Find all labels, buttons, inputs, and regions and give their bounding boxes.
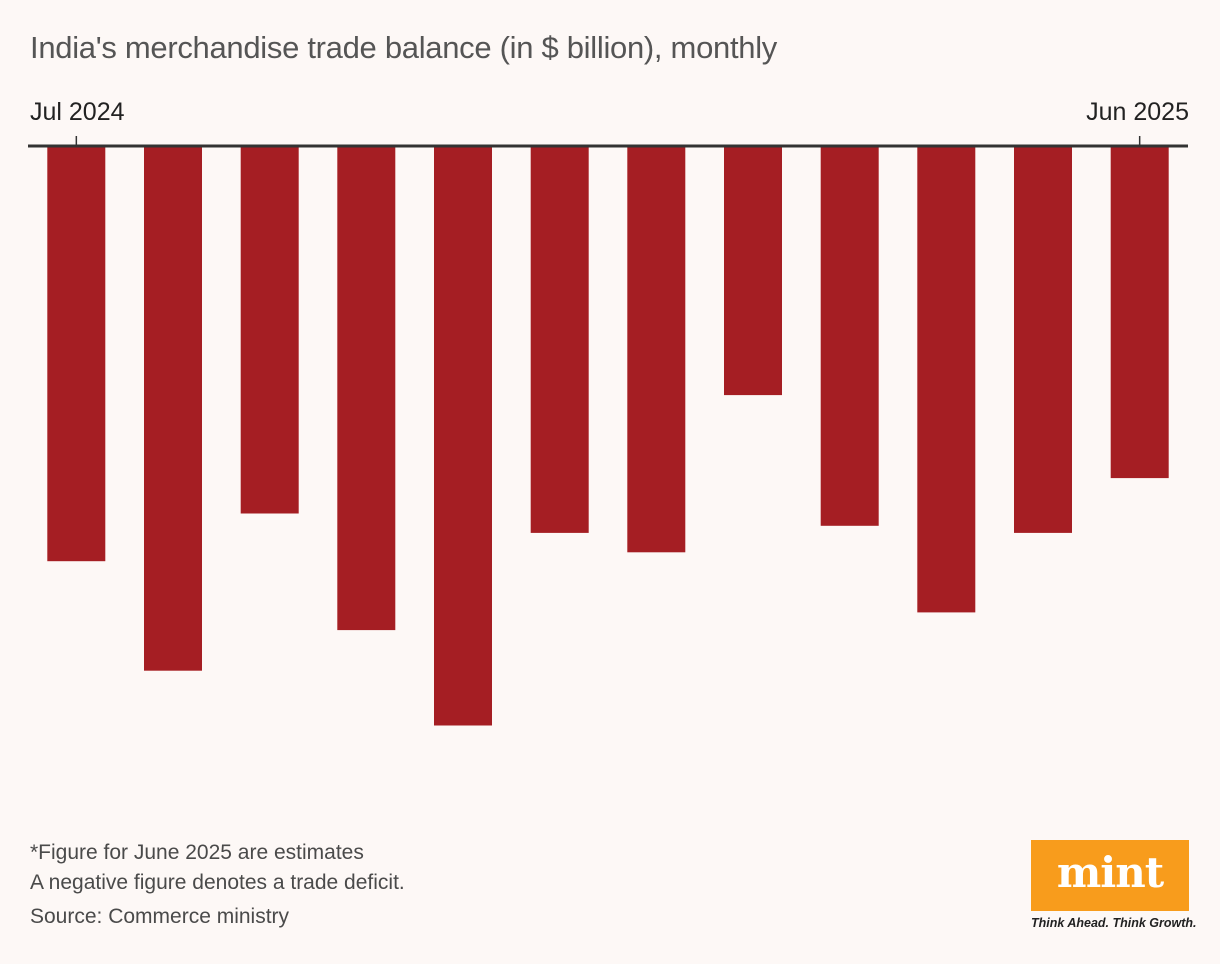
bars-group xyxy=(47,146,1169,726)
bar-jan-2025 xyxy=(627,146,686,553)
source-note: Source: Commerce ministry xyxy=(30,905,290,928)
x-tick-label: Jun 2025 xyxy=(1086,98,1189,126)
bar-apr-2025 xyxy=(917,146,976,613)
mint-logo: mint xyxy=(1031,840,1189,911)
bar-jun-2025 xyxy=(1110,146,1169,479)
bar-sep-2024 xyxy=(240,146,299,514)
x-ticks-group: Jul 2024 Jun 2025 xyxy=(30,98,1189,146)
estimate-note: *Figure for June 2025 are estimates xyxy=(30,841,364,864)
deficit-note: A negative figure denotes a trade defici… xyxy=(30,871,405,894)
bar-aug-2024 xyxy=(144,146,202,671)
logo-wordmark: mint xyxy=(1056,848,1164,897)
bar-dec-2024 xyxy=(530,146,589,533)
bar-feb-2025 xyxy=(724,146,782,396)
bar-oct-2024 xyxy=(337,146,396,631)
x-tick-label: Jul 2024 xyxy=(30,98,125,126)
bar-mar-2025 xyxy=(820,146,879,526)
bar-jul-2024 xyxy=(47,146,106,562)
chart-title: India's merchandise trade balance (in $ … xyxy=(30,30,778,65)
logo-tagline: Think Ahead. Think Growth. xyxy=(1031,916,1197,930)
bar-nov-2024 xyxy=(434,146,492,726)
bar-may-2025 xyxy=(1014,146,1072,533)
